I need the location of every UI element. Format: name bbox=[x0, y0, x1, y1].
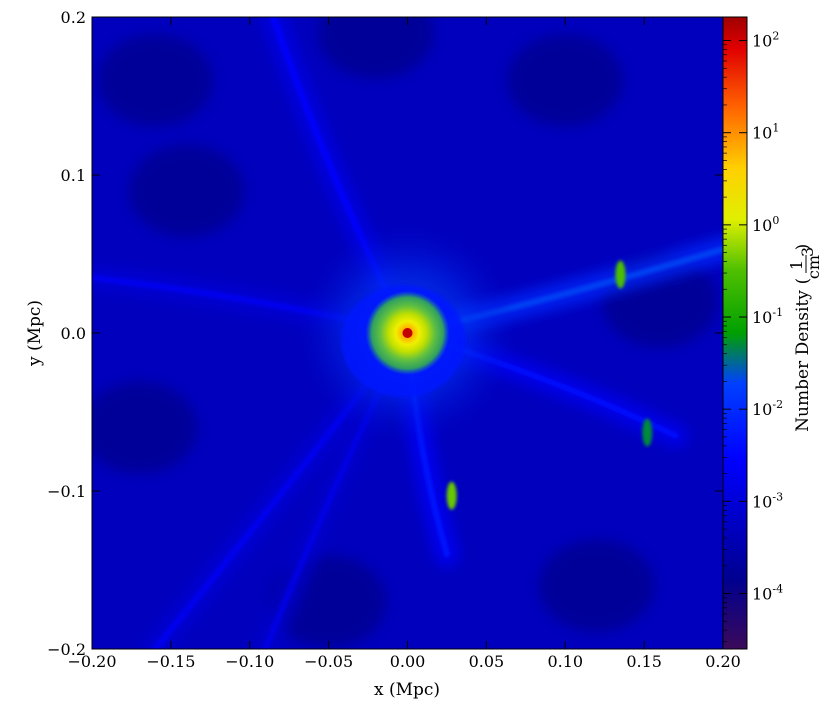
colorbar-tick-base: 10 bbox=[752, 124, 772, 143]
y-axis-label: y (Mpc) bbox=[25, 300, 45, 367]
colorbar-unit-denominator: cm bbox=[804, 255, 823, 279]
halo-peak bbox=[402, 328, 413, 338]
void-region bbox=[507, 34, 624, 127]
x-axis-label: x (Mpc) bbox=[374, 680, 440, 700]
colorbar-tick-base: 10 bbox=[752, 400, 772, 419]
colorbar-tick-exponent: -2 bbox=[772, 398, 783, 411]
clump-layer bbox=[446, 260, 653, 510]
low-density-voids bbox=[92, 17, 718, 648]
colorbar-label-paren-right: ) bbox=[793, 244, 813, 251]
x-tick-label: 0.15 bbox=[626, 652, 662, 671]
colorbar-label: Number Density ( 1 cm 3 ) bbox=[787, 244, 823, 432]
x-tick-label: −0.15 bbox=[146, 652, 195, 671]
void-region bbox=[538, 539, 655, 632]
dense-clump bbox=[642, 418, 653, 447]
colorbar-tick-base: 10 bbox=[752, 32, 772, 51]
colorbar-label-text: Number Density bbox=[793, 290, 813, 432]
y-tick-label: −0.2 bbox=[47, 640, 86, 659]
x-axis-ticks: −0.20 −0.15 −0.10 −0.05 0.00 0.05 0.10 0.15 0.20 bbox=[67, 17, 741, 671]
colorbar-tick-exponent: 0 bbox=[772, 214, 779, 227]
colorbar-tick-base: 10 bbox=[752, 492, 772, 511]
colorbar-tick-label: 100 bbox=[752, 214, 779, 235]
central-halo-layer bbox=[297, 223, 518, 443]
colorbar-tick-exponent: -1 bbox=[772, 306, 783, 319]
y-tick-label: 0.1 bbox=[61, 166, 86, 185]
colorbar-tick-label: 102 bbox=[752, 30, 779, 51]
colorbar-tick-label: 10-1 bbox=[752, 306, 783, 327]
density-field bbox=[92, 17, 723, 649]
x-tick-label: 0.00 bbox=[390, 652, 426, 671]
void-region bbox=[97, 34, 214, 127]
x-tick-label: 0.20 bbox=[705, 652, 741, 671]
x-tick-label: −0.10 bbox=[225, 652, 274, 671]
x-tick-label: −0.20 bbox=[67, 652, 116, 671]
colorbar-tick-exponent: -3 bbox=[772, 490, 783, 503]
dense-clump bbox=[446, 481, 457, 510]
colorbar-tick-label: 10-3 bbox=[752, 490, 783, 511]
x-tick-label: 0.05 bbox=[469, 652, 505, 671]
dense-clump bbox=[615, 260, 626, 289]
colorbar-tick-exponent: -4 bbox=[772, 583, 783, 596]
colorbar-tick-label: 10-2 bbox=[752, 398, 783, 419]
colorbar-tick-base: 10 bbox=[752, 216, 772, 235]
colorbar-tick-exponent: 1 bbox=[772, 122, 779, 135]
x-tick-label: −0.05 bbox=[304, 652, 353, 671]
colorbar bbox=[722, 16, 748, 650]
colorbar-tick-base: 10 bbox=[752, 308, 772, 327]
void-region bbox=[128, 144, 245, 237]
colorbar-tick-exponent: 2 bbox=[772, 30, 779, 43]
x-tick-label: 0.10 bbox=[547, 652, 583, 671]
void-region bbox=[92, 381, 198, 474]
colorbar-tick-label: 101 bbox=[752, 122, 779, 143]
void-region bbox=[317, 17, 434, 79]
y-axis-ticks: −0.2 −0.1 0.0 0.1 0.2 bbox=[47, 8, 723, 659]
y-tick-label: 0.0 bbox=[61, 324, 86, 343]
colorbar-unit-exponent: 3 bbox=[798, 247, 817, 257]
colorbar-label-paren-left: ( bbox=[793, 278, 813, 285]
y-tick-label: −0.1 bbox=[47, 482, 86, 501]
colorbar-tick-base: 10 bbox=[752, 585, 772, 604]
y-tick-label: 0.2 bbox=[61, 8, 86, 27]
colorbar-tick-label: 10-4 bbox=[752, 583, 783, 604]
colorbar-unit-numerator: 1 bbox=[787, 260, 806, 270]
